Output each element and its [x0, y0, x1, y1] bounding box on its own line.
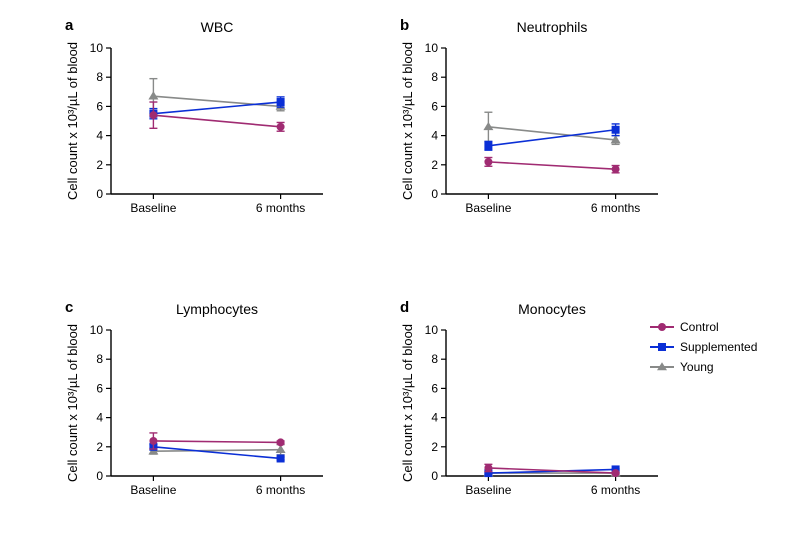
svg-text:Cell count x 10³/µL of blood: Cell count x 10³/µL of blood: [400, 42, 415, 200]
panel-d: 0 2 4 6 8 10 Baseline 6 months Cell count x 10³/…: [400, 300, 670, 510]
svg-text:Neutrophils: Neutrophils: [517, 19, 588, 35]
svg-text:Cell count x 10³/µL of blood: Cell count x 10³/µL of blood: [400, 324, 415, 482]
svg-text:c: c: [65, 300, 73, 316]
legend-label: Supplemented: [680, 340, 757, 354]
figure: 0 2 4 6 8 10 Baseline 6 months Cell count x 10³/…: [0, 0, 794, 554]
svg-text:4: 4: [96, 411, 103, 425]
svg-text:Baseline: Baseline: [465, 483, 511, 497]
legend: Control Supplemented Young: [650, 320, 757, 380]
svg-text:8: 8: [96, 352, 103, 366]
svg-text:6 months: 6 months: [591, 483, 640, 497]
svg-text:6: 6: [96, 99, 103, 113]
legend-item-young: Young: [650, 360, 757, 374]
legend-item-supplemented: Supplemented: [650, 340, 757, 354]
svg-text:Baseline: Baseline: [130, 483, 176, 497]
svg-text:6: 6: [96, 381, 103, 395]
svg-text:a: a: [65, 18, 74, 34]
svg-text:6 months: 6 months: [256, 483, 305, 497]
svg-text:0: 0: [431, 187, 438, 201]
svg-text:2: 2: [96, 440, 103, 454]
legend-label: Young: [680, 360, 714, 374]
svg-text:8: 8: [431, 70, 438, 84]
svg-text:6 months: 6 months: [591, 201, 640, 215]
svg-text:6: 6: [431, 381, 438, 395]
legend-label: Control: [680, 320, 719, 334]
svg-text:Baseline: Baseline: [130, 201, 176, 215]
svg-text:8: 8: [96, 70, 103, 84]
svg-text:10: 10: [425, 323, 439, 337]
svg-text:2: 2: [96, 158, 103, 172]
svg-text:Baseline: Baseline: [465, 201, 511, 215]
svg-text:4: 4: [431, 129, 438, 143]
svg-text:6 months: 6 months: [256, 201, 305, 215]
svg-text:8: 8: [431, 352, 438, 366]
svg-text:Monocytes: Monocytes: [518, 301, 586, 317]
svg-text:10: 10: [425, 41, 439, 55]
svg-text:0: 0: [431, 469, 438, 483]
panel-a: 0 2 4 6 8 10 Baseline 6 months Cell count x 10³/…: [65, 18, 335, 228]
svg-text:2: 2: [431, 440, 438, 454]
svg-text:0: 0: [96, 187, 103, 201]
svg-text:4: 4: [96, 129, 103, 143]
svg-text:6: 6: [431, 99, 438, 113]
svg-text:WBC: WBC: [201, 19, 234, 35]
panel-b: 0 2 4 6 8 10 Baseline 6 months Cell count x 10³/…: [400, 18, 670, 228]
svg-text:Cell count x 10³/µL of blood: Cell count x 10³/µL of blood: [65, 324, 80, 482]
svg-text:Cell count x 10³/µL of blood: Cell count x 10³/µL of blood: [65, 42, 80, 200]
svg-text:10: 10: [90, 323, 104, 337]
svg-text:10: 10: [90, 41, 104, 55]
svg-text:d: d: [400, 300, 409, 316]
svg-text:0: 0: [96, 469, 103, 483]
svg-text:4: 4: [431, 411, 438, 425]
panel-c: 0 2 4 6 8 10 Baseline 6 months Cell count x 10³/…: [65, 300, 335, 510]
svg-text:Lymphocytes: Lymphocytes: [176, 301, 258, 317]
legend-item-control: Control: [650, 320, 757, 334]
svg-text:b: b: [400, 18, 409, 34]
svg-text:2: 2: [431, 158, 438, 172]
